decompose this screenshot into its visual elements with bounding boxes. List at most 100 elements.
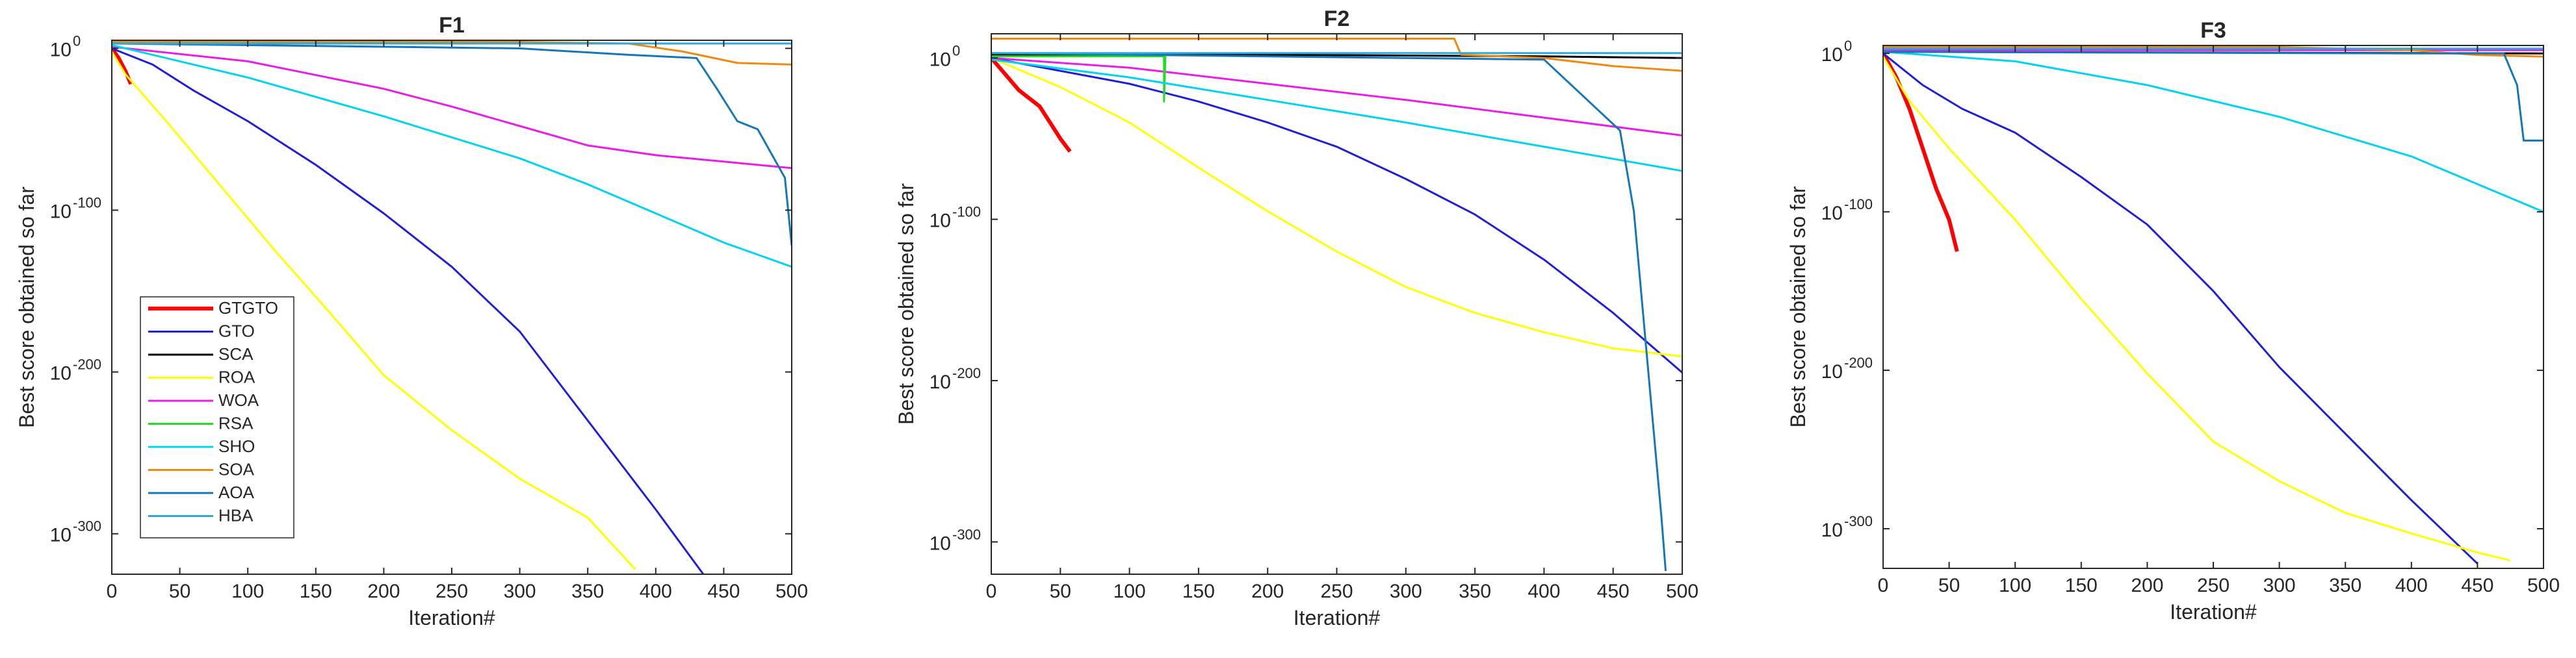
y-tick-label: 10 -100 (50, 195, 101, 223)
y-tick-exponent: -100 (73, 195, 101, 211)
legend-label-woa: WOA (218, 390, 259, 410)
x-tick-label: 50 (1938, 575, 1960, 596)
y-tick-label: 10 -300 (50, 518, 101, 546)
series-line-aoa (112, 42, 792, 246)
series-line-soa (991, 38, 1682, 72)
x-axis-label: Iteration# (2170, 600, 2257, 624)
x-tick-label: 250 (436, 581, 468, 602)
x-tick-label: 450 (1597, 581, 1630, 602)
y-tick-exponent: -100 (952, 204, 981, 220)
series-line-roa (112, 51, 636, 570)
y-tick-exponent: 0 (952, 42, 960, 58)
x-tick-label: 200 (1251, 581, 1284, 602)
y-tick-label: 10 -200 (1821, 355, 1873, 383)
y-tick-base: 10 (930, 533, 951, 554)
series-group (991, 38, 1682, 572)
x-tick-label: 400 (2395, 575, 2428, 596)
legend-label-rsa: RSA (218, 414, 254, 433)
x-tick-label: 450 (2461, 575, 2493, 596)
series-line-gto (112, 47, 705, 574)
x-tick-label: 150 (2065, 575, 2098, 596)
x-tick-label: 500 (775, 581, 808, 602)
y-tick-label: 10 -100 (930, 204, 981, 232)
y-axis-label: Best score obtained so far (1786, 186, 1810, 427)
y-tick-label: 10 0 (1821, 38, 1853, 66)
y-tick-label: 10 -100 (1821, 196, 1873, 224)
y-tick-exponent: -200 (1844, 355, 1873, 371)
y-tick-label: 10 0 (930, 42, 961, 70)
y-tick-exponent: -300 (73, 518, 101, 535)
y-tick-base: 10 (930, 372, 951, 393)
series-line-sho (112, 44, 792, 268)
y-tick-exponent: 0 (1844, 38, 1852, 54)
series-line-woa (112, 45, 792, 170)
series-line-woa (991, 57, 1682, 136)
y-tick-exponent: -300 (1844, 513, 1873, 529)
y-tick-label: 10 0 (50, 32, 81, 60)
x-tick-label: 500 (1666, 581, 1698, 602)
x-tick-label: 100 (1113, 581, 1146, 602)
y-axis-label: Best score obtained so far (894, 183, 918, 425)
x-tick-label: 200 (367, 581, 400, 602)
x-axis-label: Iteration# (1294, 606, 1381, 629)
x-tick-label: 50 (1050, 581, 1071, 602)
x-tick-label: 450 (707, 581, 740, 602)
chart-title: F3 (2200, 18, 2226, 43)
y-tick-base: 10 (1821, 361, 1843, 383)
x-tick-label: 300 (1390, 581, 1422, 602)
y-tick-exponent: -200 (73, 357, 101, 373)
series-line-aoa (991, 52, 1667, 572)
x-axis-label: Iteration# (408, 606, 495, 629)
series-line-sho (1883, 51, 2543, 213)
x-tick-label: 350 (2329, 575, 2361, 596)
y-tick-base: 10 (50, 363, 72, 385)
plot-area (1883, 45, 2543, 568)
chart-title: F2 (1324, 6, 1350, 31)
y-tick-label: 10 -300 (930, 526, 981, 554)
x-tick-label: 350 (571, 581, 604, 602)
series-line-rsa (991, 55, 1167, 103)
x-tick-label: 150 (300, 581, 332, 602)
y-axis-label: Best score obtained so far (15, 186, 38, 428)
x-tick-label: 0 (986, 581, 997, 602)
series-line-gto (1883, 53, 2478, 564)
x-tick-label: 350 (1459, 581, 1491, 602)
y-tick-base: 10 (930, 210, 951, 232)
legend-label-roa: ROA (218, 368, 255, 387)
chart-title: F1 (439, 13, 465, 38)
y-tick-exponent: -200 (952, 365, 981, 381)
legend-label-sca: SCA (218, 344, 254, 364)
y-tick-label: 10 -300 (1821, 513, 1873, 541)
y-tick-label: 10 -200 (50, 357, 101, 385)
x-tick-label: 500 (2527, 575, 2560, 596)
y-tick-label: 10 -200 (930, 365, 981, 393)
x-tick-label: 400 (640, 581, 672, 602)
x-tick-label: 200 (2131, 575, 2163, 596)
plot-area (991, 34, 1682, 574)
x-tick-label: 0 (107, 581, 118, 602)
x-tick-label: 150 (1182, 581, 1215, 602)
legend: GTGTO GTO SCA ROA WOA RSA SHO SOA AOA HBA (140, 296, 294, 538)
legend-label-soa: SOA (218, 460, 255, 479)
series-line-sho (991, 58, 1682, 172)
y-tick-base: 10 (50, 201, 72, 223)
y-tick-base: 10 (1821, 44, 1843, 66)
y-tick-base: 10 (1821, 203, 1843, 224)
legend-label-aoa: AOA (218, 483, 255, 502)
x-tick-label: 400 (1528, 581, 1560, 602)
legend-label-sho: SHO (218, 437, 255, 456)
x-tick-label: 50 (169, 581, 190, 602)
y-tick-base: 10 (1821, 520, 1843, 541)
legend-label-gto: GTO (218, 322, 255, 341)
legend-box (140, 296, 294, 538)
series-line-gto (991, 57, 1682, 373)
x-tick-label: 300 (2263, 575, 2296, 596)
series-line-gtgto (991, 57, 1072, 153)
x-tick-label: 0 (1878, 575, 1889, 596)
series-line-roa (991, 57, 1682, 358)
x-tick-label: 250 (2197, 575, 2230, 596)
legend-label-hba: HBA (218, 506, 254, 525)
